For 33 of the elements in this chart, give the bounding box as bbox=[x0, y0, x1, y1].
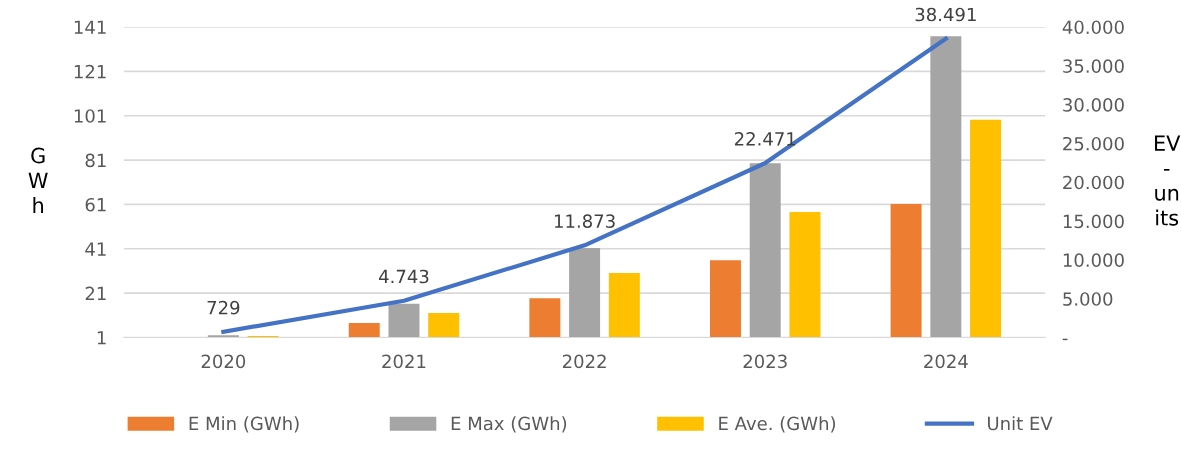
data-label: 11.873 bbox=[554, 214, 615, 228]
x-tick-label: 2021 bbox=[382, 354, 426, 369]
y-tick-label: 61 bbox=[85, 197, 106, 212]
y2-tick-label: 20.000 bbox=[1063, 175, 1124, 190]
legend-label: E Ave. (GWh) bbox=[719, 416, 836, 433]
y2-tick-label: 40.000 bbox=[1062, 20, 1124, 35]
y2-tick-label: 10.000 bbox=[1063, 253, 1124, 267]
legend-label: Unit EV bbox=[988, 416, 1053, 431]
y2-tick-label: 5.000 bbox=[1063, 292, 1113, 306]
y2-tick-label: 25.000 bbox=[1063, 136, 1124, 151]
y-axis-title: G W h bbox=[28, 147, 48, 213]
y2-tick-label: 15.000 bbox=[1063, 214, 1124, 229]
legend-label: E Min (GWh) bbox=[189, 416, 299, 433]
y-tick-label: 21 bbox=[85, 286, 106, 300]
x-tick-label: 2024 bbox=[924, 354, 968, 369]
y2-tick-label: 30.000 bbox=[1063, 98, 1124, 112]
y2-axis-title: EV - un its bbox=[1155, 135, 1181, 226]
y-tick-label: 141 bbox=[74, 20, 106, 34]
y-tick-label: 121 bbox=[74, 64, 106, 79]
y-tick-label: 101 bbox=[74, 109, 106, 123]
y-tick-label: 41 bbox=[85, 242, 106, 256]
data-label: 22.471 bbox=[734, 132, 796, 146]
legend-label: E Max (GWh) bbox=[451, 416, 567, 433]
data-label: 4.743 bbox=[379, 269, 429, 284]
x-tick-label: 2022 bbox=[562, 354, 606, 369]
data-label: 38.491 bbox=[915, 7, 976, 22]
y-tick-label: 1 bbox=[97, 331, 106, 345]
y2-tick-label: 35.000 bbox=[1063, 59, 1124, 73]
x-tick-label: 2023 bbox=[743, 354, 787, 369]
y2-tick-label: - bbox=[1062, 338, 1068, 341]
x-tick-label: 2020 bbox=[201, 354, 246, 369]
data-label: 729 bbox=[207, 300, 240, 315]
y-tick-label: 81 bbox=[85, 153, 106, 168]
